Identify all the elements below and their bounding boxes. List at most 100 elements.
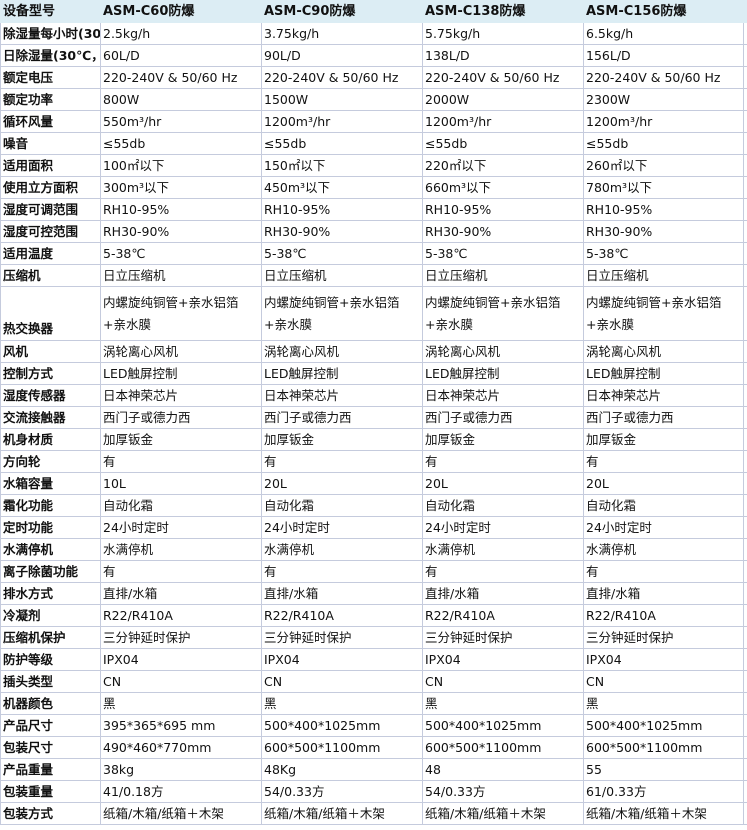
- value-cell[interactable]: 日本神荣芯片: [583, 384, 744, 407]
- value-cell[interactable]: 水满停机: [422, 538, 584, 561]
- value-cell[interactable]: 780m³以下: [583, 176, 744, 199]
- value-cell[interactable]: 日本神荣芯片: [261, 384, 423, 407]
- extra-cell[interactable]: [743, 494, 747, 517]
- model-header-cell[interactable]: ASM-C60防爆: [100, 0, 262, 23]
- extra-cell[interactable]: [743, 604, 747, 627]
- value-cell[interactable]: 500*400*1025mm: [261, 714, 423, 737]
- value-cell[interactable]: R22/R410A: [100, 604, 262, 627]
- row-label-cell[interactable]: 插头类型: [0, 670, 101, 693]
- extra-cell[interactable]: [743, 0, 747, 23]
- value-cell[interactable]: 加厚钣金: [583, 428, 744, 451]
- row-label-cell[interactable]: 噪音: [0, 132, 101, 155]
- value-cell[interactable]: 24小时定时: [100, 516, 262, 539]
- value-cell[interactable]: 5-38℃: [422, 242, 584, 265]
- value-cell[interactable]: 西门子或德力西: [583, 406, 744, 429]
- value-cell[interactable]: 220-240V & 50/60 Hz: [422, 66, 584, 89]
- value-cell[interactable]: 日本神荣芯片: [422, 384, 584, 407]
- row-label-cell[interactable]: 水箱容量: [0, 472, 101, 495]
- value-cell[interactable]: 41/0.18方: [100, 780, 262, 803]
- row-label-cell[interactable]: 机器颜色: [0, 692, 101, 715]
- value-cell[interactable]: 54/0.33方: [261, 780, 423, 803]
- value-cell[interactable]: 260㎡以下: [583, 154, 744, 177]
- value-cell[interactable]: 2300W: [583, 88, 744, 111]
- row-label-cell[interactable]: 热交换器: [0, 286, 101, 341]
- value-cell[interactable]: 有: [422, 450, 584, 473]
- value-cell[interactable]: 日立压缩机: [583, 264, 744, 287]
- row-label-cell[interactable]: 包装重量: [0, 780, 101, 803]
- value-cell[interactable]: CN: [583, 670, 744, 693]
- value-cell[interactable]: RH30-90%: [261, 220, 423, 243]
- value-cell[interactable]: R22/R410A: [422, 604, 584, 627]
- row-label-cell[interactable]: 霜化功能: [0, 494, 101, 517]
- value-cell[interactable]: LED触屏控制: [422, 362, 584, 385]
- extra-cell[interactable]: [743, 626, 747, 649]
- extra-cell[interactable]: [743, 176, 747, 199]
- row-label-cell[interactable]: 防护等级: [0, 648, 101, 671]
- value-cell[interactable]: 5-38℃: [100, 242, 262, 265]
- value-cell[interactable]: 490*460*770mm: [100, 736, 262, 759]
- value-cell[interactable]: 黑: [583, 692, 744, 715]
- value-cell[interactable]: RH30-90%: [100, 220, 262, 243]
- row-label-cell[interactable]: 产品尺寸: [0, 714, 101, 737]
- value-cell[interactable]: 三分钟延时保护: [583, 626, 744, 649]
- value-cell[interactable]: 西门子或德力西: [261, 406, 423, 429]
- value-cell[interactable]: 5-38℃: [583, 242, 744, 265]
- value-cell[interactable]: R22/R410A: [583, 604, 744, 627]
- row-label-cell[interactable]: 适用面积: [0, 154, 101, 177]
- value-cell[interactable]: ≤55db: [100, 132, 262, 155]
- value-cell[interactable]: 涡轮离心风机: [100, 340, 262, 363]
- value-cell[interactable]: 水满停机: [100, 538, 262, 561]
- value-cell[interactable]: 220-240V & 50/60 Hz: [261, 66, 423, 89]
- value-cell[interactable]: 西门子或德力西: [100, 406, 262, 429]
- model-header-cell[interactable]: ASM-C90防爆: [261, 0, 423, 23]
- value-cell[interactable]: R22/R410A: [261, 604, 423, 627]
- row-label-cell[interactable]: 排水方式: [0, 582, 101, 605]
- value-cell[interactable]: 1200m³/hr: [583, 110, 744, 133]
- extra-cell[interactable]: [743, 286, 747, 341]
- row-label-cell[interactable]: 湿度可调范围: [0, 198, 101, 221]
- value-cell[interactable]: 日立压缩机: [422, 264, 584, 287]
- value-cell[interactable]: 有: [422, 560, 584, 583]
- row-label-cell[interactable]: 湿度可控范围: [0, 220, 101, 243]
- model-header-cell[interactable]: ASM-C138防爆: [422, 0, 584, 23]
- value-cell[interactable]: IPX04: [583, 648, 744, 671]
- row-label-cell[interactable]: 方向轮: [0, 450, 101, 473]
- value-cell[interactable]: 黑: [100, 692, 262, 715]
- value-cell[interactable]: RH10-95%: [100, 198, 262, 221]
- value-cell[interactable]: 自动化霜: [261, 494, 423, 517]
- value-cell[interactable]: 日立压缩机: [261, 264, 423, 287]
- value-cell[interactable]: 纸箱/木箱/纸箱＋木架: [100, 802, 262, 825]
- row-label-cell[interactable]: 机身材质: [0, 428, 101, 451]
- value-cell[interactable]: 48: [422, 758, 584, 781]
- value-cell[interactable]: 1500W: [261, 88, 423, 111]
- value-cell[interactable]: 600*500*1100mm: [422, 736, 584, 759]
- row-label-cell[interactable]: 冷凝剂: [0, 604, 101, 627]
- value-cell[interactable]: 水满停机: [261, 538, 423, 561]
- row-label-cell[interactable]: 产品重量: [0, 758, 101, 781]
- value-cell[interactable]: 三分钟延时保护: [422, 626, 584, 649]
- value-cell[interactable]: 10L: [100, 472, 262, 495]
- value-cell[interactable]: 直排/水箱: [422, 582, 584, 605]
- value-cell[interactable]: 5-38℃: [261, 242, 423, 265]
- row-label-cell[interactable]: 压缩机: [0, 264, 101, 287]
- row-label-cell[interactable]: 湿度传感器: [0, 384, 101, 407]
- value-cell[interactable]: 2000W: [422, 88, 584, 111]
- value-cell[interactable]: 涡轮离心风机: [422, 340, 584, 363]
- extra-cell[interactable]: [743, 154, 747, 177]
- row-label-cell[interactable]: 日除湿量(30℃，: [0, 44, 101, 67]
- value-cell[interactable]: 550m³/hr: [100, 110, 262, 133]
- value-cell[interactable]: 54/0.33方: [422, 780, 584, 803]
- row-label-cell[interactable]: 风机: [0, 340, 101, 363]
- value-cell[interactable]: 日立压缩机: [100, 264, 262, 287]
- value-cell[interactable]: 有: [261, 450, 423, 473]
- extra-cell[interactable]: [743, 428, 747, 451]
- value-cell[interactable]: RH10-95%: [583, 198, 744, 221]
- value-cell[interactable]: 20L: [583, 472, 744, 495]
- value-cell[interactable]: LED触屏控制: [261, 362, 423, 385]
- value-cell[interactable]: 加厚钣金: [100, 428, 262, 451]
- value-cell[interactable]: 300m³以下: [100, 176, 262, 199]
- value-cell[interactable]: 24小时定时: [422, 516, 584, 539]
- row-label-cell[interactable]: 除湿量每小时(30: [0, 22, 101, 45]
- row-label-cell[interactable]: 交流接触器: [0, 406, 101, 429]
- value-cell[interactable]: 1200m³/hr: [261, 110, 423, 133]
